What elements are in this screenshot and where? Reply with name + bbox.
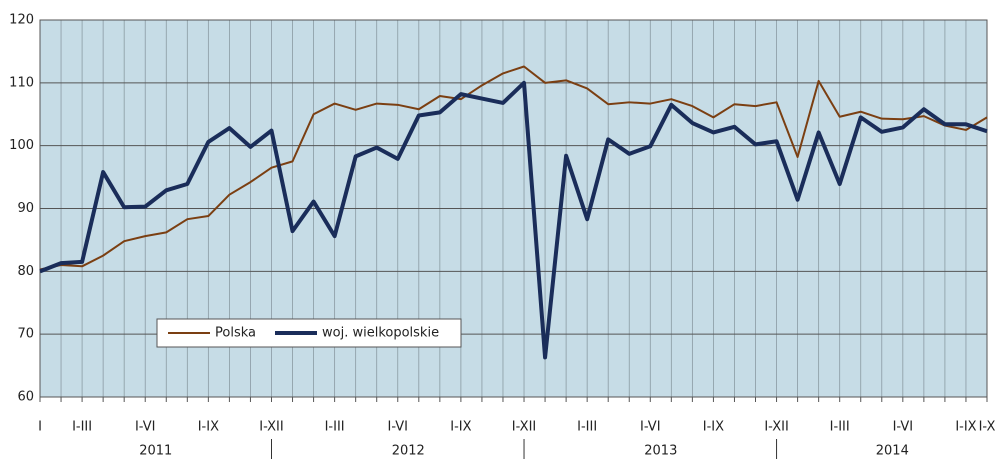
x-tick-label: I-IX: [450, 420, 471, 435]
year-label: 2011: [139, 444, 172, 459]
x-tick-label: I-VI: [640, 420, 661, 435]
year-label: 2012: [392, 444, 425, 459]
legend-label: woj. wielkopolskie: [322, 326, 439, 341]
x-tick-label: I-VI: [135, 420, 156, 435]
x-tick-label: I-XII: [764, 420, 788, 435]
x-tick-label: I-IX: [955, 420, 976, 435]
y-tick-label: 70: [17, 327, 34, 342]
y-tick-label: 100: [9, 138, 34, 153]
series-line: [39, 65, 988, 271]
x-tick-label: I-IX: [198, 420, 219, 435]
year-label: 2014: [876, 444, 909, 459]
series-line: [39, 80, 988, 360]
x-tick-label: I-IX: [703, 420, 724, 435]
y-tick-label: 90: [17, 201, 34, 216]
y-tick-label: 80: [17, 264, 34, 279]
x-tick-label: I-X: [979, 420, 996, 435]
x-tick-label: I-VI: [388, 420, 409, 435]
year-label: 2013: [644, 444, 677, 459]
x-tick-label: I-III: [830, 420, 850, 435]
plot-frame: [39, 19, 988, 398]
x-tick-label: I-VI: [893, 420, 914, 435]
y-tick-label: 110: [9, 75, 34, 90]
x-tick-label: I: [38, 420, 42, 435]
y-tick-label: 60: [17, 390, 34, 405]
y-tick-label: 120: [9, 13, 34, 28]
legend-label: Polska: [215, 326, 256, 341]
x-tick-label: I-XII: [259, 420, 283, 435]
x-tick-label: I-III: [325, 420, 345, 435]
x-tick-label: I-XII: [512, 420, 536, 435]
x-tick-label: I-III: [577, 420, 597, 435]
x-tick-label: I-III: [72, 420, 92, 435]
